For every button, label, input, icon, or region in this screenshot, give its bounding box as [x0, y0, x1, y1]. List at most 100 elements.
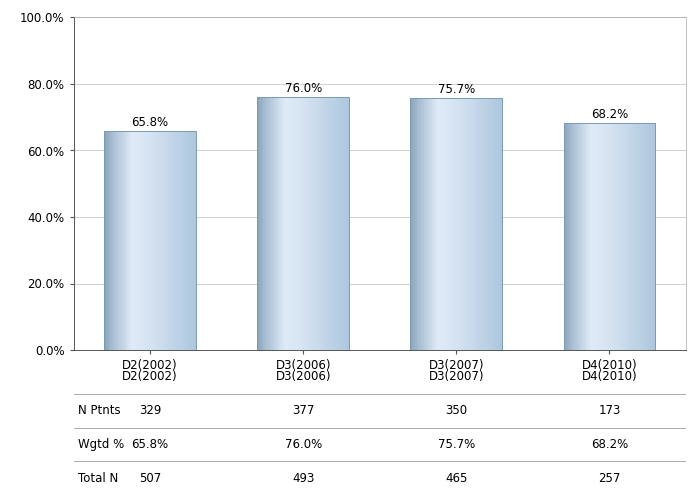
Bar: [172, 131, 174, 350]
Bar: [104, 131, 106, 350]
Text: 507: 507: [139, 472, 161, 484]
Bar: [476, 98, 478, 350]
Bar: [615, 123, 617, 350]
Bar: [169, 131, 170, 350]
Bar: [459, 98, 461, 350]
Bar: [144, 131, 146, 350]
Text: Total N: Total N: [78, 472, 118, 484]
Bar: [481, 98, 483, 350]
Bar: [482, 98, 484, 350]
Bar: [316, 98, 317, 350]
Bar: [286, 98, 288, 350]
Bar: [441, 98, 443, 350]
Bar: [129, 131, 130, 350]
Bar: [342, 98, 343, 350]
Bar: [187, 131, 189, 350]
Bar: [646, 123, 648, 350]
Text: 68.2%: 68.2%: [591, 108, 628, 120]
Bar: [147, 131, 149, 350]
Bar: [178, 131, 179, 350]
Bar: [265, 98, 267, 350]
Bar: [338, 98, 340, 350]
Bar: [564, 123, 566, 350]
Bar: [148, 131, 150, 350]
Bar: [645, 123, 647, 350]
Bar: [410, 98, 412, 350]
Bar: [419, 98, 421, 350]
Bar: [279, 98, 281, 350]
Bar: [320, 98, 322, 350]
Bar: [190, 131, 192, 350]
Bar: [268, 98, 270, 350]
Bar: [113, 131, 115, 350]
Bar: [603, 123, 605, 350]
Bar: [302, 98, 304, 350]
Bar: [116, 131, 118, 350]
Bar: [314, 98, 316, 350]
Bar: [565, 123, 567, 350]
Bar: [496, 98, 498, 350]
Bar: [142, 131, 144, 350]
Text: 465: 465: [445, 472, 468, 484]
Bar: [309, 98, 311, 350]
Bar: [490, 98, 492, 350]
Bar: [648, 123, 650, 350]
Bar: [423, 98, 424, 350]
Bar: [288, 98, 290, 350]
Bar: [335, 98, 337, 350]
Bar: [312, 98, 314, 350]
Bar: [568, 123, 570, 350]
Bar: [285, 98, 287, 350]
Bar: [475, 98, 477, 350]
Text: 68.2%: 68.2%: [591, 438, 628, 451]
Bar: [487, 98, 489, 350]
Bar: [176, 131, 178, 350]
Bar: [629, 123, 631, 350]
Bar: [263, 98, 265, 350]
Bar: [127, 131, 129, 350]
Bar: [430, 98, 432, 350]
Bar: [262, 98, 264, 350]
Bar: [466, 98, 468, 350]
Bar: [186, 131, 187, 350]
Bar: [642, 123, 643, 350]
Bar: [427, 98, 429, 350]
Bar: [447, 98, 449, 350]
Bar: [334, 98, 336, 350]
Bar: [165, 131, 167, 350]
Bar: [160, 131, 161, 350]
Bar: [259, 98, 260, 350]
Bar: [167, 131, 169, 350]
Bar: [435, 98, 437, 350]
Bar: [623, 123, 625, 350]
Bar: [589, 123, 592, 350]
Bar: [153, 131, 155, 350]
Text: 173: 173: [598, 404, 621, 417]
Bar: [125, 131, 127, 350]
Bar: [424, 98, 426, 350]
Bar: [133, 131, 135, 350]
Bar: [440, 98, 441, 350]
Bar: [491, 98, 494, 350]
Bar: [602, 123, 603, 350]
Bar: [260, 98, 262, 350]
Bar: [654, 123, 656, 350]
Bar: [326, 98, 328, 350]
Bar: [588, 123, 590, 350]
Bar: [612, 123, 615, 350]
Bar: [498, 98, 500, 350]
Bar: [134, 131, 136, 350]
Bar: [650, 123, 651, 350]
Bar: [571, 123, 573, 350]
Bar: [111, 131, 112, 350]
Bar: [323, 98, 325, 350]
Bar: [591, 123, 593, 350]
Bar: [308, 98, 309, 350]
Bar: [340, 98, 342, 350]
Bar: [132, 131, 134, 350]
Bar: [162, 131, 164, 350]
Bar: [484, 98, 486, 350]
Bar: [337, 98, 339, 350]
Bar: [593, 123, 594, 350]
Text: D3(2006): D3(2006): [275, 370, 331, 384]
